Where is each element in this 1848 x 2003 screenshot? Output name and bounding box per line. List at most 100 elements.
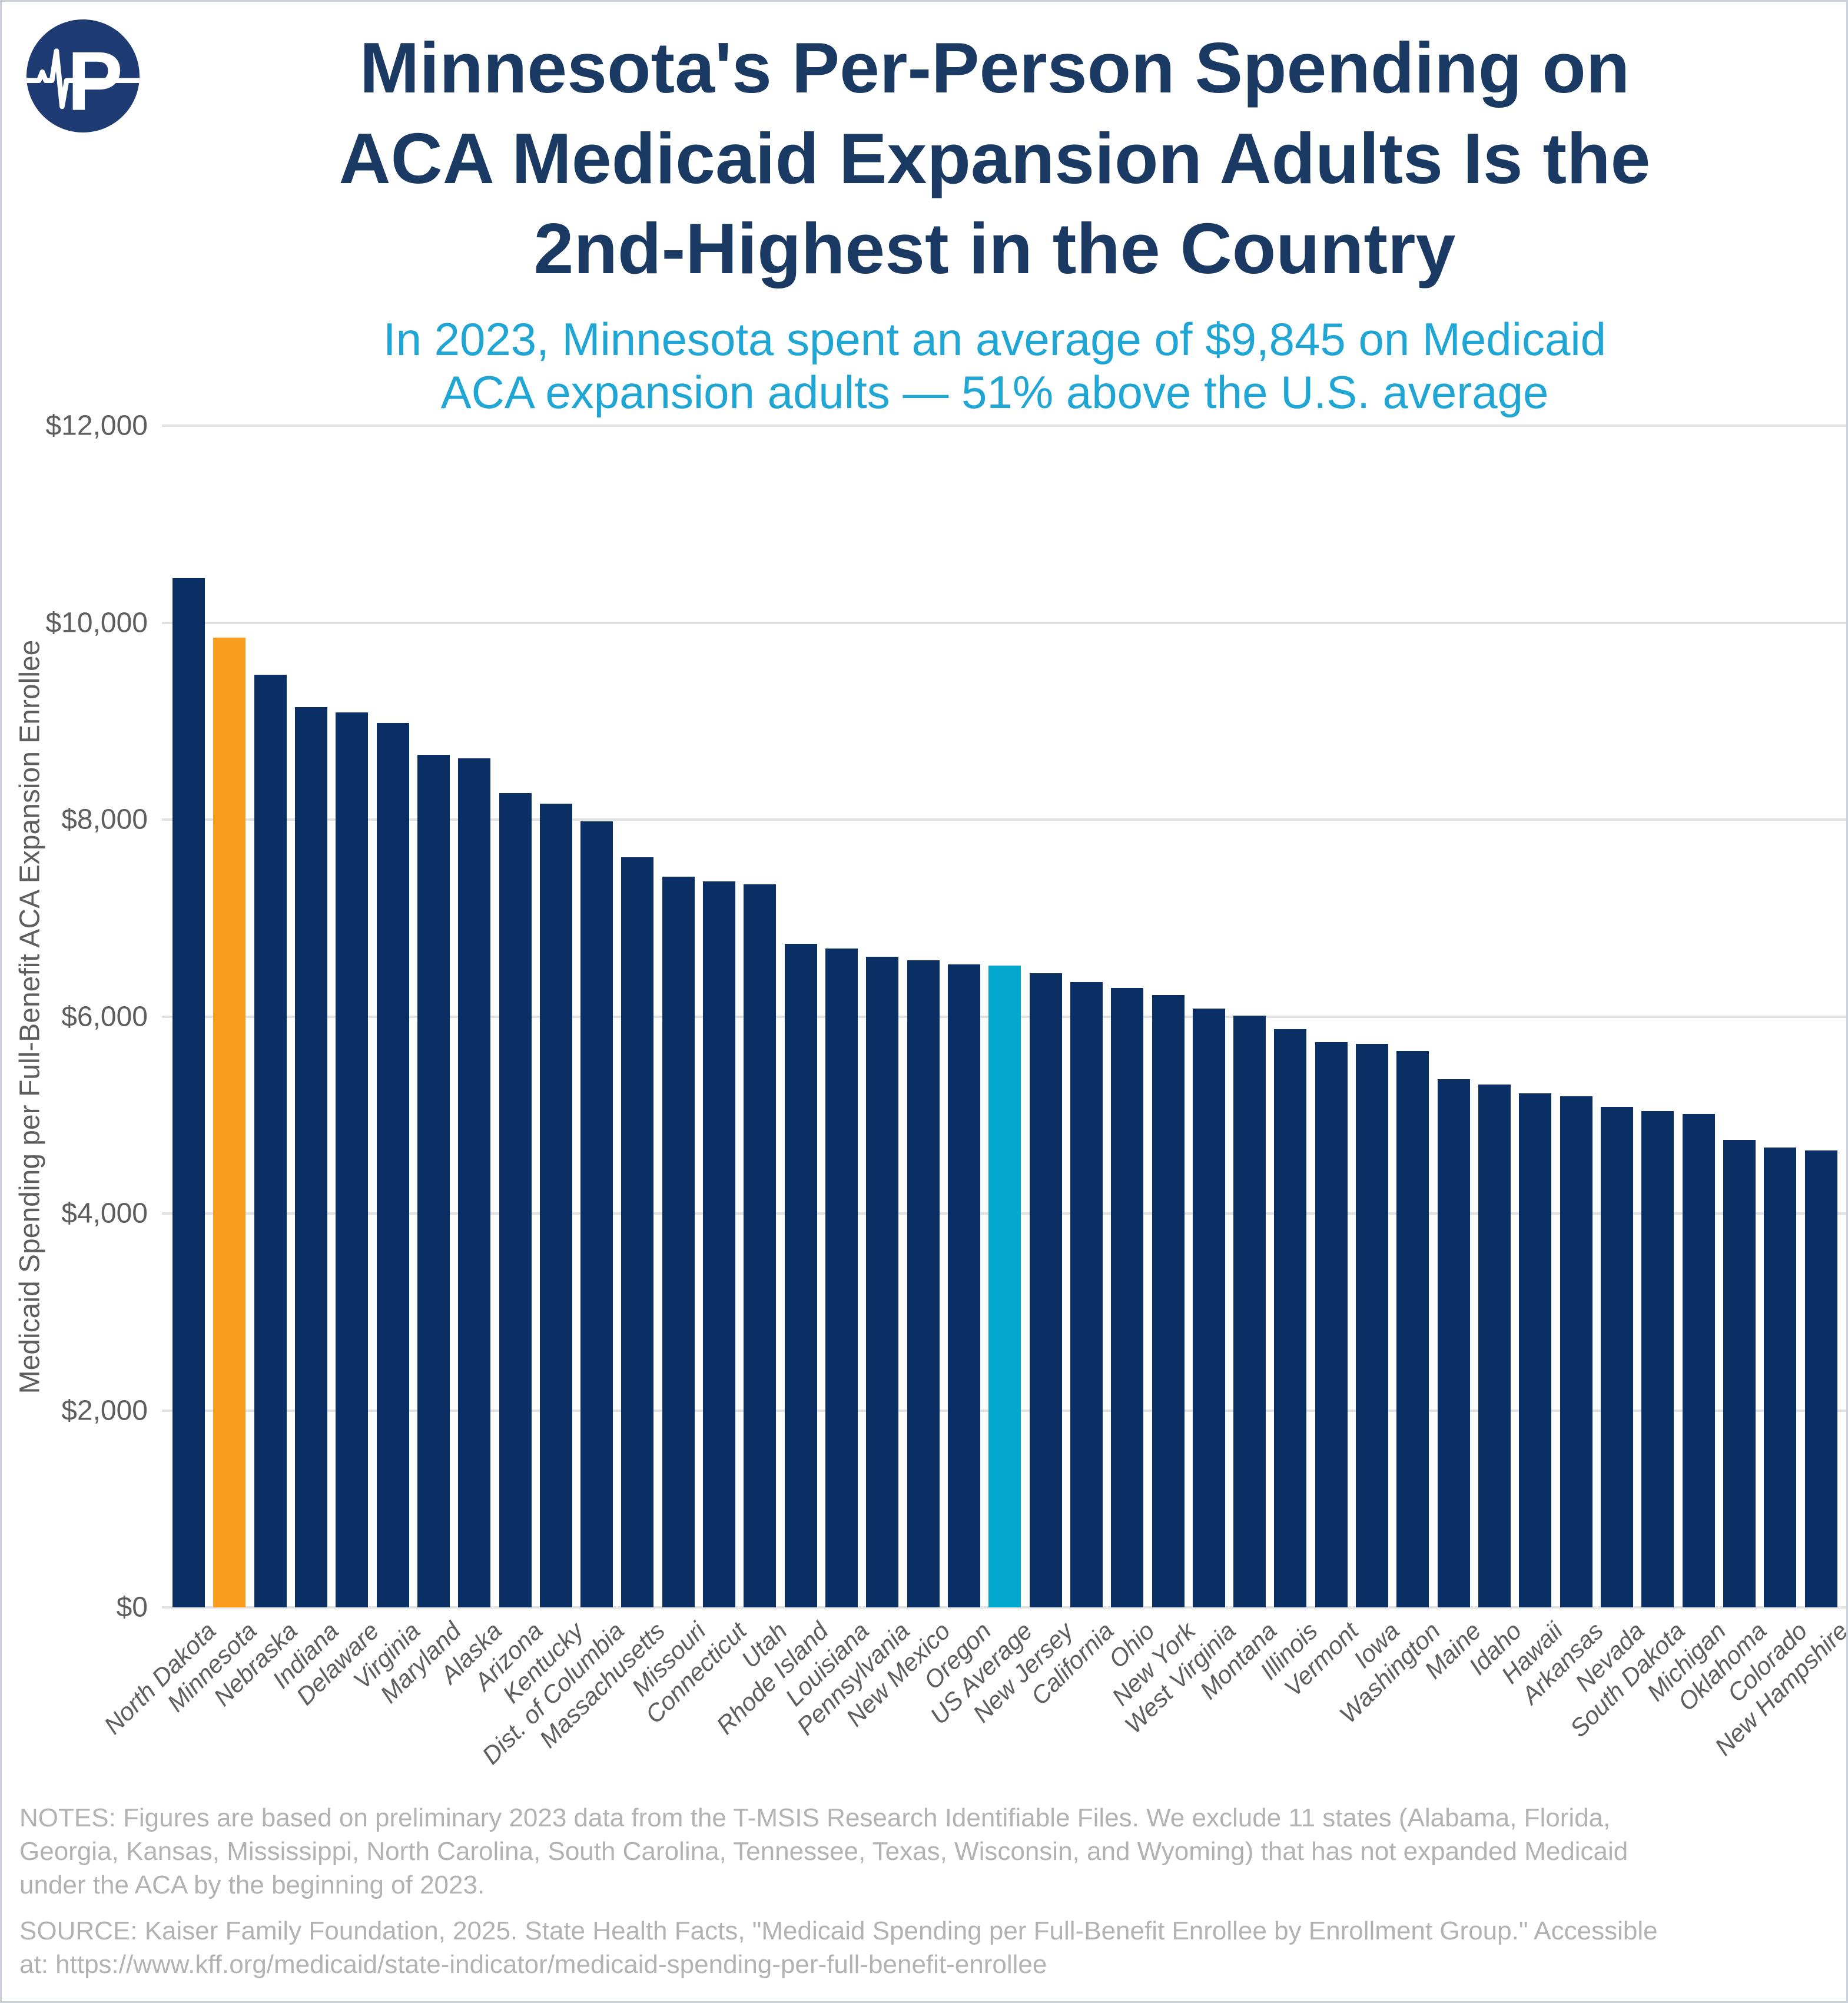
bar	[1519, 1093, 1552, 1607]
bar	[376, 723, 409, 1607]
bar-slot: Illinois	[1255, 426, 1323, 1685]
bar	[1070, 981, 1103, 1607]
bar	[1723, 1139, 1756, 1607]
bar-slot: Pennsylvania	[791, 426, 915, 1740]
y-tick-label: $0	[116, 1591, 148, 1623]
bar-slot: New Mexico	[841, 426, 955, 1732]
bar-slot: New Hampshire	[1710, 426, 1846, 1760]
bar-slot: Kentucky	[497, 426, 589, 1708]
bar-slot: New York	[1106, 426, 1200, 1711]
bar	[1804, 1150, 1837, 1607]
chart-subtitle: In 2023, Minnesota spent an average of $…	[383, 313, 1607, 419]
chart-title: Minnesota's Per-Person Spending on ACA M…	[339, 28, 1651, 289]
bar	[539, 804, 572, 1607]
bar-slot: Virginia	[348, 426, 425, 1694]
bars-layer: North Dakota Minnesota Nebraska Indiana Dela…	[99, 426, 1846, 1769]
bar	[1641, 1111, 1674, 1607]
bar	[172, 578, 205, 1607]
bar	[744, 884, 777, 1607]
bar-slot: Arizona	[469, 426, 548, 1696]
bar	[580, 821, 613, 1607]
bar-slot: North Dakota	[99, 426, 221, 1739]
bar	[1437, 1079, 1470, 1607]
bar	[1152, 994, 1185, 1607]
bar-slot: Montana	[1195, 426, 1282, 1704]
bar-slot: Arkansas	[1516, 426, 1608, 1709]
bar-slot: Vermont	[1279, 426, 1363, 1702]
bar-slot: Alaska	[435, 426, 507, 1689]
bar	[621, 857, 654, 1607]
y-axis-title: Medicaid Spending per Full-Benefit ACA E…	[14, 639, 46, 1394]
bar-slot: Rhode Island	[711, 426, 833, 1739]
bar-slot: Iowa	[1348, 426, 1405, 1673]
bar	[336, 712, 369, 1607]
bar-slot: Massachusetts	[534, 426, 670, 1753]
source-text: SOURCE: Kaiser Family Foundation, 2025. …	[19, 1916, 1658, 1979]
bar	[213, 638, 246, 1607]
bar-slot: Ohio	[1103, 426, 1160, 1673]
bar	[1029, 973, 1062, 1607]
y-tick-label: $10,000	[45, 607, 148, 639]
bar	[1315, 1042, 1348, 1607]
bar	[1111, 987, 1144, 1607]
bar-slot: California	[1026, 426, 1119, 1710]
bar	[1682, 1114, 1715, 1607]
gridline	[162, 818, 1846, 821]
bar-slot: Dist. of Columbia	[477, 426, 629, 1769]
gridline	[162, 1606, 1846, 1609]
notes-text: NOTES: Figures are based on preliminary …	[19, 1803, 1628, 1900]
y-tick-label: $4,000	[61, 1198, 148, 1229]
y-tick-label: $8,000	[61, 804, 148, 835]
pulse-p-logo-icon: P	[26, 19, 140, 132]
bar	[417, 754, 450, 1607]
bar-slot: Delaware	[291, 426, 384, 1710]
bar-slot: Connecticut	[640, 426, 752, 1729]
bar-slot: Missouri	[626, 426, 711, 1702]
bar	[1478, 1084, 1511, 1607]
bar-slot: New Jersey	[967, 426, 1078, 1727]
bar-slot: Maine	[1419, 426, 1486, 1684]
bar	[1356, 1044, 1389, 1607]
bar	[1396, 1051, 1429, 1607]
bar-slot: Colorado	[1722, 426, 1813, 1707]
bar-slot: Michigan	[1641, 426, 1731, 1706]
bar	[1764, 1147, 1797, 1607]
y-tick-label: $6,000	[61, 1001, 148, 1032]
ekg-line-icon	[26, 48, 140, 110]
bar	[1233, 1015, 1266, 1607]
bar-slot: US Average	[924, 426, 1037, 1730]
bar	[662, 877, 695, 1607]
bar	[254, 675, 287, 1607]
gridline	[162, 621, 1846, 624]
bar-slot: Indiana	[267, 426, 344, 1694]
bar	[866, 956, 899, 1607]
bar-slot: Nevada	[1570, 426, 1650, 1697]
bar-slot: Nebraska	[208, 426, 303, 1711]
bar-slot: Washington	[1334, 426, 1445, 1729]
bar	[294, 707, 327, 1607]
logo-circle	[26, 19, 140, 132]
bar-slot: Maryland	[374, 426, 466, 1708]
y-tick-label: $2,000	[61, 1395, 148, 1426]
bar-slot: Oregon	[918, 426, 997, 1694]
bar	[1274, 1029, 1307, 1607]
bar-slot: West Virginia	[1119, 426, 1242, 1739]
bar-slot: South Dakota	[1565, 426, 1690, 1742]
gridline	[162, 425, 1846, 427]
bar-slot: Oklahoma	[1673, 426, 1772, 1716]
bar	[784, 943, 817, 1607]
y-tick-label: $12,000	[45, 410, 148, 442]
bar-slot: Louisiana	[779, 426, 874, 1711]
bar	[1560, 1096, 1592, 1607]
bar	[1192, 1009, 1225, 1607]
bar-slot: Hawaii	[1496, 426, 1568, 1689]
bar	[499, 792, 532, 1607]
bar-slot: Idaho	[1464, 426, 1527, 1680]
bar	[907, 960, 940, 1607]
bar	[988, 965, 1021, 1607]
bar	[947, 964, 980, 1607]
bar-slot: Utah	[736, 426, 792, 1673]
bar-slot: Minnesota	[162, 426, 262, 1717]
bar-chart-plot-area: Medicaid Spending per Full-Benefit ACA E…	[15, 410, 1846, 1769]
